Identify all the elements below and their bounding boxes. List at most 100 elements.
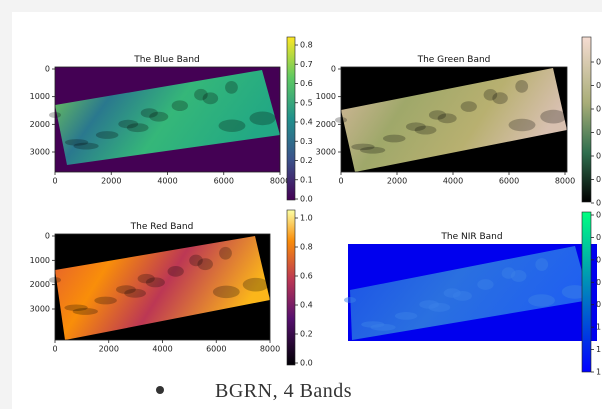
band-texture [118, 119, 139, 129]
band-texture [428, 110, 447, 120]
panel-title: The Blue Band [133, 55, 199, 65]
band-texture [382, 134, 406, 143]
colorbar-tick-label: 0 [596, 152, 601, 161]
band-texture [225, 80, 238, 94]
band-texture [483, 89, 498, 101]
colorbar-tick-label: 0.4 [300, 118, 313, 127]
band-texture [344, 297, 356, 303]
band-texture [126, 123, 149, 133]
x-tick-label: 6000 [214, 177, 234, 186]
band-image-strip [55, 236, 270, 340]
colorbar-tick-label: 0.7 [300, 60, 313, 69]
x-tick-label: 0 [338, 177, 343, 186]
band-texture [540, 109, 567, 124]
y-tick-label: 2000 [30, 280, 50, 289]
band-texture [94, 296, 117, 305]
band-texture [492, 92, 508, 105]
band-texture [194, 88, 208, 101]
band-texture [501, 267, 516, 279]
band-texture [535, 258, 549, 271]
colorbar-tick-label: 0 [596, 105, 601, 114]
x-tick-label: 0 [52, 345, 57, 354]
colorbar-tick-label: 0.8 [300, 243, 313, 252]
x-tick-label: 2000 [99, 345, 119, 354]
colorbar-tick-label: 0.0 [300, 359, 313, 368]
panel-title: The Red Band [130, 222, 194, 232]
band-texture [64, 139, 89, 146]
band-texture [219, 246, 232, 260]
band-texture [508, 118, 536, 132]
band-texture [218, 119, 246, 132]
colorbar-tick-label: 0.5 [300, 98, 313, 107]
y-tick-label: 1000 [30, 256, 50, 265]
x-tick-label: 6000 [206, 345, 226, 354]
x-tick-label: 6000 [499, 177, 519, 186]
x-tick-label: 4000 [443, 177, 463, 186]
colorbar-tick-label: 0 [596, 211, 601, 220]
colorbar-tick-label: 0 [596, 58, 601, 67]
y-tick-label: 0 [331, 65, 336, 74]
band-texture [167, 266, 184, 277]
band-texture [202, 92, 219, 105]
band-texture [437, 113, 457, 124]
band-texture [212, 285, 240, 299]
band-texture [515, 80, 529, 93]
band-texture [137, 273, 155, 284]
axes-frame [340, 66, 568, 173]
y-tick-label: 2000 [316, 120, 336, 129]
band-texture [359, 146, 386, 154]
y-tick-label: 0 [45, 232, 50, 241]
band-texture [124, 288, 146, 298]
band-texture [528, 294, 555, 307]
band-texture [242, 277, 269, 292]
band-texture [189, 254, 203, 267]
x-tick-label: 8000 [555, 177, 575, 186]
band-texture [405, 122, 426, 132]
colorbar [286, 209, 296, 366]
y-tick-label: 1000 [30, 92, 50, 101]
bullet-text: BGRN, 4 Bands [215, 380, 352, 402]
band-texture [145, 277, 165, 288]
colorbar-tick-label: 0.4 [300, 301, 313, 310]
band-texture [73, 142, 99, 150]
x-tick-label: 2000 [101, 177, 121, 186]
panel-title: The NIR Band [440, 232, 502, 242]
band-texture [351, 143, 375, 151]
x-tick-label: 8000 [270, 177, 290, 186]
x-tick-label: 2000 [387, 177, 407, 186]
x-tick-label: 4000 [157, 177, 177, 186]
colorbar-tick-label: 1 [596, 323, 601, 332]
band-texture [149, 111, 169, 122]
colorbar-tick-label: 0.2 [300, 156, 313, 165]
x-tick-label: 8000 [260, 345, 280, 354]
x-tick-label: 4000 [152, 345, 172, 354]
band-texture [171, 100, 188, 112]
band-texture [460, 101, 477, 112]
colorbar-tick-label: 0 [596, 300, 601, 309]
y-tick-label: 1000 [316, 92, 336, 101]
colorbar-tick-label: 1 [596, 368, 601, 377]
colorbar-tick-label: 0.3 [300, 137, 313, 146]
colorbar-tick-label: 0 [596, 255, 601, 264]
colorbar-tick-label: 0.1 [300, 175, 313, 184]
band-texture [419, 300, 440, 309]
colorbar-tick-label: 1.0 [300, 214, 313, 223]
band-texture [95, 131, 119, 139]
band-texture [115, 285, 136, 294]
colorbar-tick-label: 0.2 [300, 330, 313, 339]
colorbar-tick-label: 0 [596, 233, 601, 242]
band-texture [140, 108, 158, 118]
colorbar-tick-label: 0 [596, 81, 601, 90]
colorbar-tick-label: 0 [596, 175, 601, 184]
colorbar-tick-label: 0.0 [300, 195, 313, 204]
band-texture [414, 125, 437, 135]
band-texture [197, 258, 213, 271]
bullet-dot [156, 386, 164, 394]
band-image-strip [341, 68, 567, 172]
band-texture [72, 308, 98, 315]
band-texture [561, 285, 588, 299]
band-image-strip [55, 70, 280, 165]
y-tick-label: 3000 [30, 148, 50, 157]
